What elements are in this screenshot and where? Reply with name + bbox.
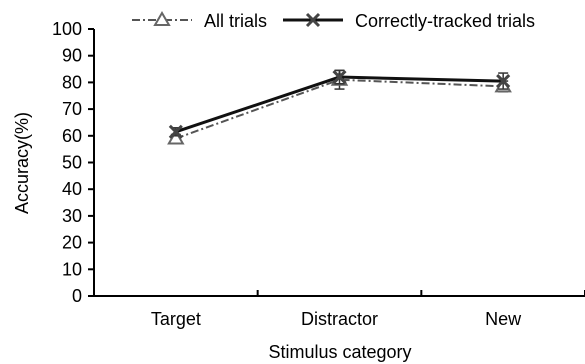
legend-marker-all-trials bbox=[153, 11, 171, 26]
data-point-x bbox=[332, 69, 347, 85]
x-tick-label: New bbox=[485, 309, 522, 329]
y-tick-label: 30 bbox=[62, 206, 82, 226]
y-tick-label: 80 bbox=[62, 72, 82, 92]
y-tick-label: 100 bbox=[52, 19, 82, 39]
y-tick-label: 70 bbox=[62, 99, 82, 119]
y-tick-label: 50 bbox=[62, 153, 82, 173]
y-axis-ticks: 0 10 20 30 40 50 60 70 80 90 100 bbox=[52, 19, 94, 306]
data-point-x bbox=[496, 74, 511, 89]
y-tick-label: 90 bbox=[62, 46, 82, 66]
series-line bbox=[175, 78, 504, 140]
legend-marker-correctly-tracked-trials bbox=[305, 12, 321, 28]
legend-label-correctly-tracked-trials: Correctly-tracked trials bbox=[355, 11, 535, 31]
x-axis-ticks: Target Distractor New bbox=[151, 290, 585, 329]
y-tick-label: 0 bbox=[72, 286, 82, 306]
data-point-triangle bbox=[167, 129, 185, 145]
data-point-x bbox=[168, 124, 183, 139]
y-tick-label: 40 bbox=[62, 179, 82, 199]
plot-area bbox=[167, 69, 512, 145]
legend-item-correctly-tracked-trials: Correctly-tracked trials bbox=[283, 11, 535, 31]
y-tick-label: 20 bbox=[62, 233, 82, 253]
legend: All trials Correctly-tracked trials bbox=[132, 11, 535, 31]
x-tick-label: Distractor bbox=[301, 309, 378, 329]
y-tick-label: 10 bbox=[62, 259, 82, 279]
legend-item-all-trials: All trials bbox=[132, 11, 267, 31]
series-1 bbox=[168, 69, 511, 139]
legend-label-all-trials: All trials bbox=[204, 11, 267, 31]
x-axis-label: Stimulus category bbox=[268, 342, 411, 362]
y-tick-label: 60 bbox=[62, 126, 82, 146]
x-tick-label: Target bbox=[151, 309, 201, 329]
y-axis-label: Accuracy(%) bbox=[12, 112, 32, 214]
